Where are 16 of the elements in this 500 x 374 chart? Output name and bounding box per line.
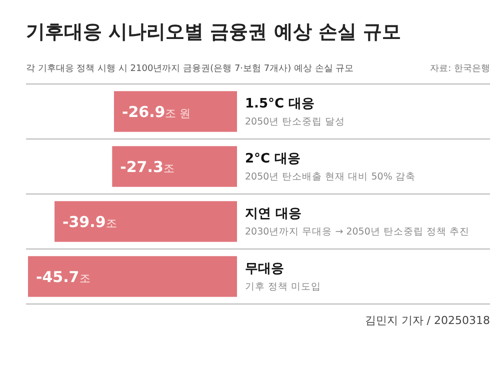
text: 2050년 탄소중립 달성 [245, 116, 346, 128]
y-tick-label: 무대응 [245, 262, 284, 276]
data-label: -45.7조 [36, 268, 90, 286]
text: 자료: 한국은행 [430, 64, 490, 74]
data-label: -27.3조 [120, 158, 174, 176]
chart-title: 기후대응 시나리오별 금융권 예상 손실 규모 [26, 21, 402, 43]
text: 2030년까지 무대응 → 2050년 탄소중립 정책 추진 [245, 226, 470, 238]
data-label: -26.9조 원 [122, 102, 191, 121]
chart-subtitle: 각 기후대응 정책 시행 시 2100년까지 금융권(은행 7·보험 7개사) 예상 손실 규모 [26, 64, 354, 74]
y-tick-label: 1.5°C 대응 [245, 96, 315, 112]
data-label: -39.9조 [62, 212, 117, 231]
text: 2050년 탄소배출 현재 대비 50% 감축 [245, 172, 416, 182]
y-tick-label: 2°C 대응 [245, 152, 301, 166]
y-tick-label: 지연 대응 [245, 206, 302, 222]
text: 기후 정책 미도입 [245, 282, 322, 292]
text: 김민지 기자 / 20250318 [364, 314, 490, 327]
